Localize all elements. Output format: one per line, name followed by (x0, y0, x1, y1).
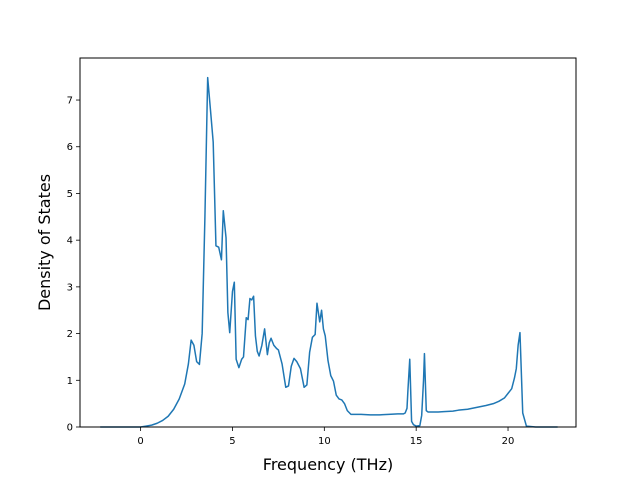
y-tick-label: 0 (67, 423, 73, 434)
x-tick-label: 5 (229, 436, 235, 447)
x-tick-label: 0 (137, 436, 143, 447)
y-tick-label: 6 (67, 142, 73, 153)
x-tick-label: 15 (410, 436, 423, 447)
plot-area (100, 76, 558, 428)
y-tick-label: 7 (67, 96, 73, 107)
y-axis-ticks: 0 1 2 3 4 5 6 7 (67, 96, 80, 434)
x-axis-label: Frequency (THz) (263, 455, 393, 474)
y-tick-label: 1 (67, 376, 73, 387)
y-axis-label: Density of States (35, 174, 54, 311)
x-tick-label: 10 (318, 436, 331, 447)
y-tick-label: 2 (67, 329, 73, 340)
x-axis-ticks: 0 5 10 15 20 (137, 427, 514, 447)
axes-frame (79, 57, 577, 428)
y-tick-label: 4 (67, 236, 73, 247)
x-tick-label: 20 (502, 436, 515, 447)
y-tick-label: 5 (67, 189, 73, 200)
y-tick-label: 3 (67, 282, 73, 293)
dos-series-line (100, 76, 558, 428)
